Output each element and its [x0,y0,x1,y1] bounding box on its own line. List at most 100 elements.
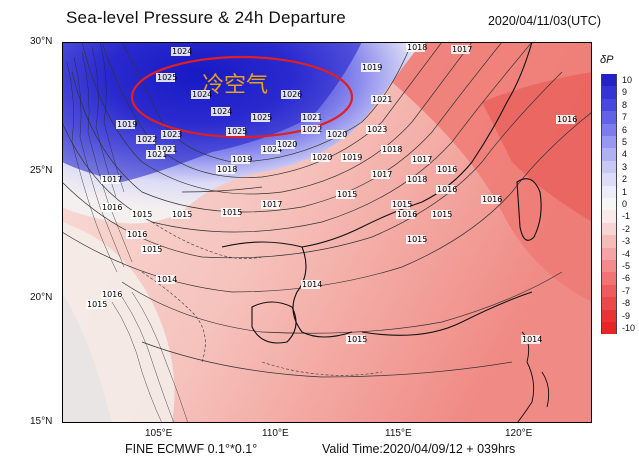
isobar-label-bg [326,130,345,139]
isobar-label-bg [406,43,425,52]
isobar-label: 1018 [407,175,427,184]
isobar-label-bg [311,153,330,162]
isobar-label-bg [481,195,500,204]
isobar-label: 1023 [367,125,387,134]
legend-value: 6 [622,124,628,135]
isobar-label-bg [366,125,385,134]
legend-value: 2 [622,174,628,185]
isobar-label-bg [301,125,320,134]
isobar-label-bg [101,290,120,299]
isobar-label-bg [361,63,380,72]
isobar-label: 1021 [147,150,167,159]
lon-label-120: 120°E [505,428,533,439]
legend-value: 9 [622,87,628,98]
isobar-label: 1014 [522,335,542,344]
isobar-label-bg [136,135,155,144]
isobar-labels: 1024102510241024102510261025102410201018… [86,43,577,344]
legend-swatch [601,210,617,223]
legend-swatch [601,260,617,273]
isobar-label-bg [346,335,365,344]
isobar-label-bg [211,107,230,116]
isobar-label: 1015 [87,300,107,309]
coastline [221,41,542,344]
isobar-label: 1016 [437,185,457,194]
isobar-label: 1017 [452,45,472,54]
isobar-label: 1024 [212,107,232,116]
isobar-label: 1024 [192,90,212,99]
isobar-label-bg [251,113,270,122]
isobar-label: 1015 [347,335,367,344]
legend-swatch [601,247,617,260]
map-title: Sea-level Pressure & 24h Departure [66,8,346,27]
isobar-label-bg [556,115,575,124]
legend-swatch [601,198,617,211]
isobar-label: 1022 [137,135,157,144]
isobar-label: 1017 [372,170,392,179]
isobar-label: 1015 [222,208,242,217]
isobar-label-bg [301,113,320,122]
isobar-label-bg [411,155,430,164]
legend-value: -3 [622,236,631,247]
legend-value: -1 [622,211,631,222]
isobar-label-bg [431,210,450,219]
isobar-label: 1017 [412,155,432,164]
legend-swatch [601,98,617,112]
isobar-label: 1019 [232,155,252,164]
legend-value: 5 [622,137,628,147]
isobar-label: 1015 [407,235,427,244]
legend-value: 4 [622,149,628,160]
isobar-label-bg [141,245,160,254]
legend-value: 3 [622,161,628,172]
isobar-label-bg [391,200,410,209]
isobar-label: 1024 [262,145,282,154]
isobar-label-bg [261,145,280,154]
isobar-label: 1020 [277,140,297,149]
isobar-label-bg [171,210,190,219]
isobar-label-bg [436,185,455,194]
isobar-label-bg [101,175,120,184]
legend-swatch [601,297,617,310]
isobar-label-bg [281,90,300,99]
isobar-label: 1024 [172,47,192,56]
legend-swatch [601,309,617,322]
legend-swatch [601,136,617,149]
legend-title: δP [600,54,614,66]
legend-swatch [601,148,617,161]
isobar-label-bg [216,165,235,174]
isobar-label: 1014 [302,280,322,289]
isobar-label: 1016 [482,195,502,204]
terrain-contours [66,41,189,424]
isobar-label: 1021 [157,145,177,154]
isobar-label: 1022 [302,125,322,134]
isobar-label: 1019 [362,63,382,72]
isobar-label: 1015 [172,210,192,219]
lat-label-20: 20°N [30,292,53,303]
legend-value: 7 [622,112,628,123]
isobar-label: 1025 [227,127,247,136]
isobar-label: 1020 [327,130,347,139]
isobar-label-bg [146,150,165,159]
isobar-label: 1015 [142,245,162,254]
lon-label-115: 115°E [385,428,412,439]
model-label: FINE ECMWF 0.1°*0.1° [125,442,258,456]
isobar-label: 1016 [397,210,417,219]
legend-swatch [601,160,617,174]
legend-value: 10 [622,75,633,85]
isobar-label: 1016 [557,115,577,124]
isobar-label: 1026 [282,90,302,99]
legend-value: -8 [622,298,631,309]
isobar-label: 1020 [312,153,332,162]
cold-air-annotation: 冷空气 [202,73,268,98]
isobar-label: 1017 [102,175,122,184]
isobar-label: 1015 [337,190,357,199]
cold-air-highlight-ellipse [130,55,354,139]
lon-label-110: 110°E [262,428,289,439]
isobar-label-bg [86,300,105,309]
legend-swatch [601,185,617,198]
isobar-label-bg [101,203,120,212]
isobar-label: 1016 [102,290,122,299]
isobar-label-bg [126,230,145,239]
isobar-label-bg [301,280,320,289]
lat-label-15: 15°N [30,416,53,427]
legend-value: -6 [622,273,631,284]
